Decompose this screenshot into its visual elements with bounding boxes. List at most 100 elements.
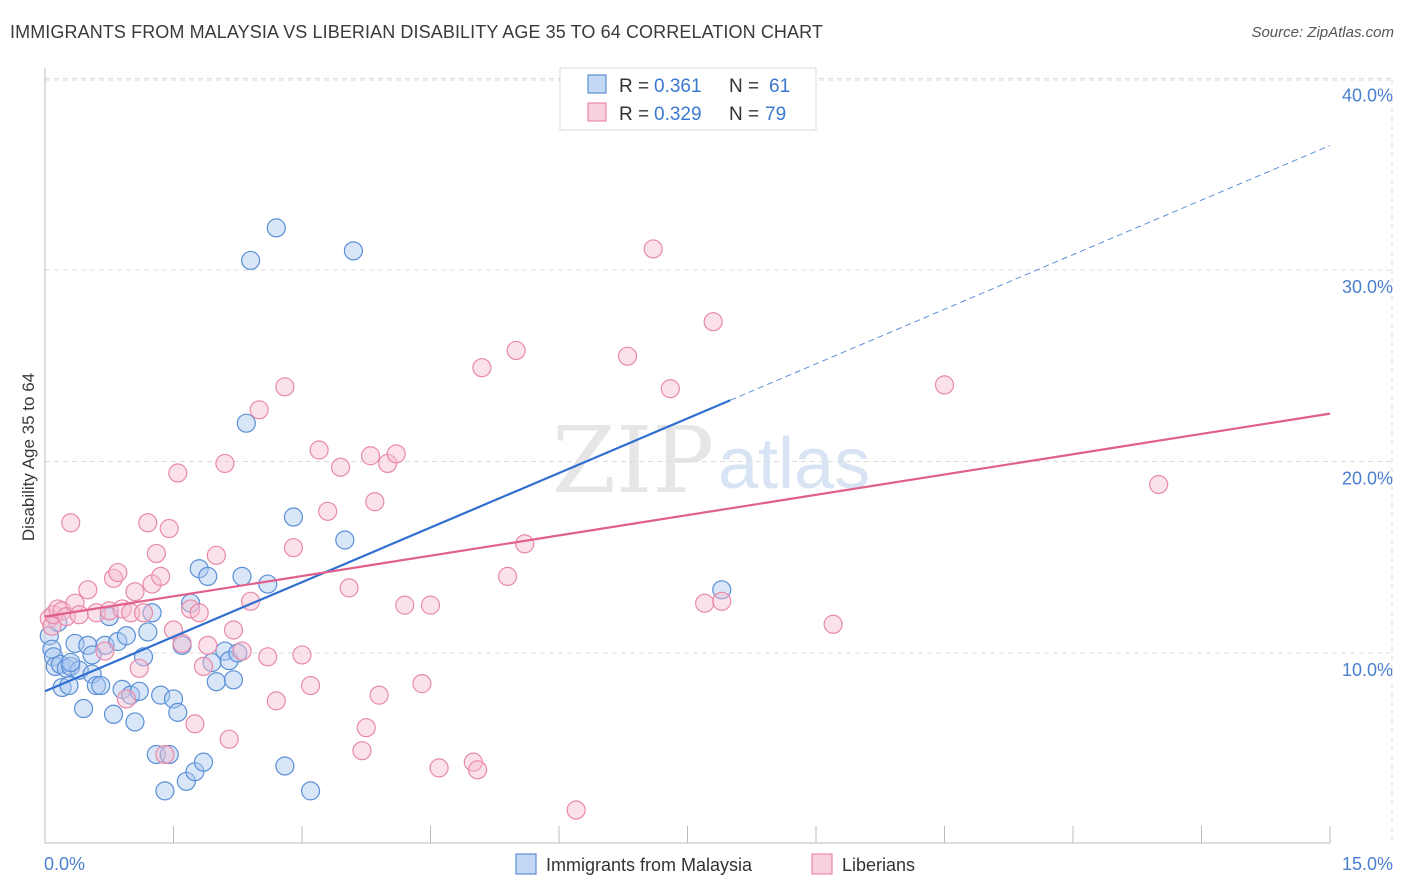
- legend-n-label: N =: [729, 76, 759, 97]
- liberians-point: [352, 741, 372, 761]
- malaysia-point: [73, 698, 94, 719]
- malaysia-point: [283, 507, 304, 527]
- liberians-point: [395, 595, 415, 615]
- watermark-atlas: atlas: [718, 424, 870, 504]
- liberians-point: [365, 492, 385, 512]
- malaysia-point: [43, 647, 64, 667]
- liberians-point: [206, 545, 226, 565]
- liberians-point: [275, 377, 295, 397]
- malaysia-point: [138, 622, 158, 642]
- liberians-point: [712, 591, 732, 611]
- liberians-point: [249, 400, 269, 420]
- malaysia-point: [300, 781, 321, 801]
- liberians-point: [643, 239, 663, 259]
- y-tick-label: 30.0%: [1342, 277, 1393, 297]
- liberians-point: [823, 614, 843, 634]
- liberians-point: [934, 375, 955, 395]
- liberians-point: [369, 685, 389, 705]
- liberians-point: [617, 346, 638, 366]
- malaysia-point: [103, 704, 124, 724]
- liberians-point: [356, 718, 376, 738]
- malaysia-trend-extension: [730, 145, 1331, 401]
- malaysia-point: [82, 645, 102, 665]
- legend-r-label: R =: [619, 104, 649, 125]
- liberians-point: [189, 603, 209, 623]
- malaysia-point: [241, 250, 261, 271]
- legend-n-value: 61: [769, 76, 790, 97]
- liberians-point: [232, 641, 252, 661]
- x-tick-labels: 0.0% 15.0%: [44, 854, 1393, 874]
- y-tick-label: 20.0%: [1342, 469, 1393, 489]
- liberians-point: [472, 358, 492, 378]
- malaysia-point: [198, 566, 218, 587]
- malaysia-point: [95, 635, 115, 655]
- source-label: Source: ZipAtlas.com: [1251, 24, 1394, 41]
- y-tick-labels: 10.0% 20.0% 30.0% 40.0%: [1342, 86, 1393, 681]
- liberians-point: [339, 578, 359, 598]
- liberians-point: [468, 760, 488, 780]
- malaysia-point: [86, 675, 107, 696]
- malaysia-point: [258, 574, 278, 594]
- liberians-point: [703, 312, 723, 332]
- liberians-point: [318, 501, 338, 521]
- liberians-point: [61, 513, 81, 533]
- malaysia-point: [275, 756, 295, 776]
- liberians-point: [309, 440, 329, 460]
- series-malaysia-points: [39, 218, 732, 801]
- liberians-point: [292, 645, 312, 665]
- liberians-point: [129, 658, 149, 678]
- x-tick-label: 0.0%: [44, 854, 85, 874]
- liberians-point: [300, 675, 321, 696]
- liberians-point: [506, 340, 526, 361]
- liberians-point: [283, 538, 304, 558]
- legend-r-value: 0.361: [654, 76, 702, 97]
- x-tick-label: 15.0%: [1342, 854, 1393, 874]
- gridlines: [45, 78, 1393, 843]
- liberians-point: [159, 518, 179, 539]
- malaysia-point: [193, 752, 214, 772]
- liberians-point: [155, 744, 175, 765]
- malaysia-point: [61, 652, 81, 673]
- malaysia-point: [232, 566, 252, 587]
- liberians-point: [258, 647, 278, 667]
- malaysia-point: [712, 580, 732, 600]
- liberians-point: [420, 595, 441, 615]
- liberians-point: [151, 566, 171, 587]
- liberians-point: [215, 453, 235, 474]
- liberians-point: [95, 641, 115, 661]
- liberians-point: [695, 593, 715, 613]
- liberians-point: [515, 534, 535, 554]
- liberians-point: [108, 562, 128, 583]
- series-liberians-points: [39, 239, 1169, 820]
- liberians-point: [138, 513, 158, 533]
- watermark: ZIP atlas: [552, 407, 870, 514]
- liberians-point: [78, 580, 98, 600]
- legend-box: R = 0.361 N = 61 R = 0.329 N = 79: [559, 67, 817, 131]
- watermark-zip: ZIP: [552, 407, 714, 514]
- liberians-point: [198, 635, 218, 655]
- axes: [44, 68, 1331, 844]
- liberians-point: [566, 800, 586, 820]
- liberians-point: [125, 582, 145, 602]
- y-tick-label: 10.0%: [1342, 660, 1393, 680]
- malaysia-point: [159, 744, 179, 765]
- bottom-legend-label-malaysia: Immigrants from Malaysia: [546, 855, 753, 875]
- liberians-point: [116, 689, 136, 709]
- bottom-legend-label-liberians: Liberians: [842, 855, 915, 875]
- malaysia-point: [223, 670, 244, 690]
- bottom-legend: Immigrants from Malaysia Liberians: [515, 853, 915, 875]
- liberians-point: [193, 656, 214, 677]
- malaysia-point: [343, 241, 363, 261]
- liberians-point: [1149, 474, 1169, 495]
- liberians-point: [69, 605, 89, 625]
- y-axis-label: Disability Age 35 to 64: [19, 373, 38, 541]
- malaysia-point: [91, 675, 111, 696]
- liberians-trend-line: [44, 412, 1331, 618]
- malaysia-trend-line: [44, 399, 731, 693]
- liberians-point: [219, 729, 239, 749]
- liberians-point: [386, 444, 406, 464]
- malaysia-point: [335, 530, 355, 550]
- liberians-point: [146, 543, 166, 564]
- trend-lines: [44, 145, 1331, 693]
